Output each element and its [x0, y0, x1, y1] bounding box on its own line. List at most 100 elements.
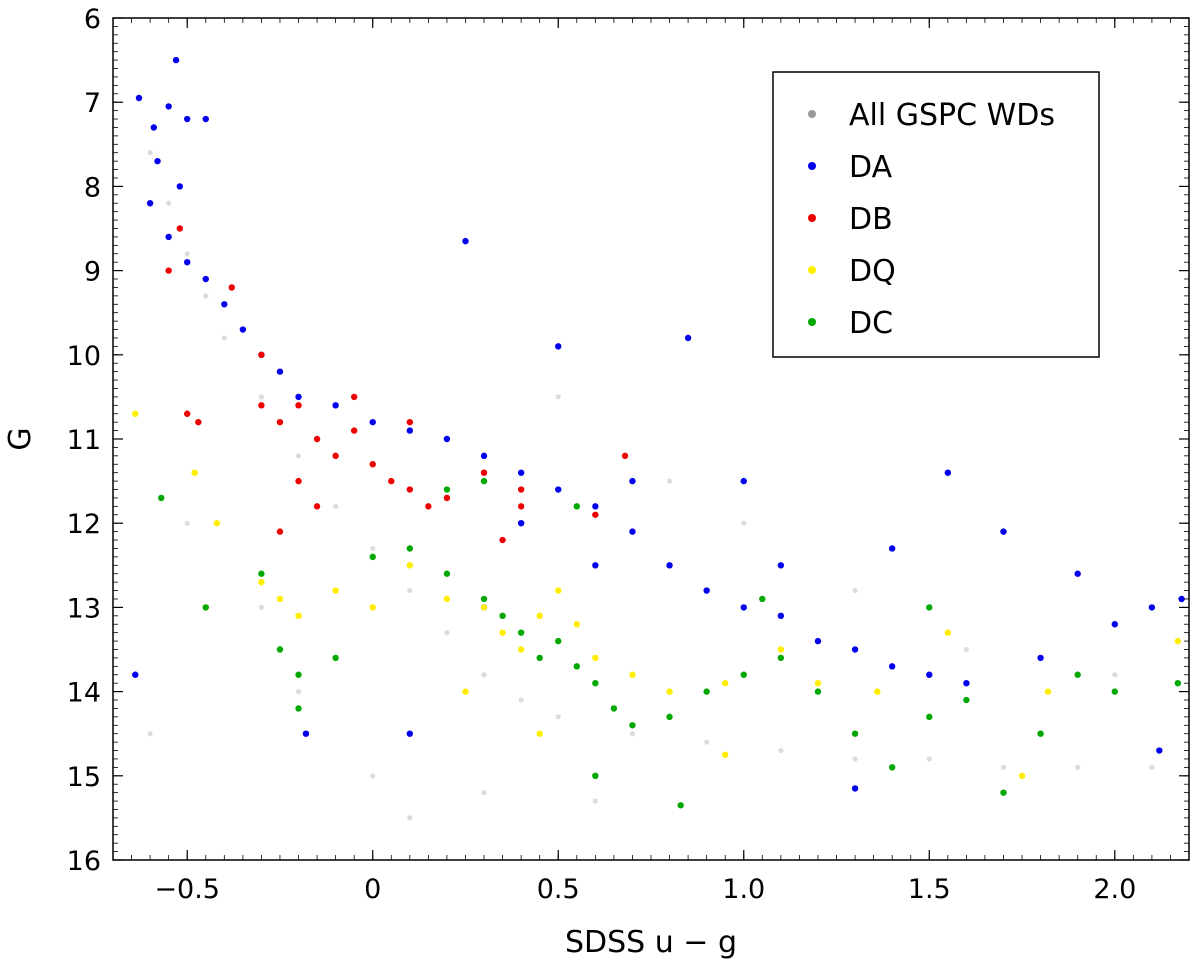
data-point	[555, 587, 562, 594]
data-point	[555, 637, 562, 645]
data-point	[851, 646, 859, 653]
data-point	[239, 326, 247, 333]
data-point	[684, 334, 692, 342]
data-point	[276, 528, 284, 535]
data-point	[406, 418, 414, 426]
legend-label: DA	[849, 150, 893, 185]
data-point	[480, 452, 488, 460]
data-point	[851, 730, 859, 737]
data-point	[276, 418, 284, 426]
data-point	[536, 654, 543, 662]
data-point	[629, 671, 636, 678]
legend-label: DQ	[849, 254, 896, 289]
data-point	[677, 802, 684, 809]
data-point	[703, 688, 710, 695]
data-point	[629, 722, 636, 729]
data-point	[425, 503, 432, 510]
data-point	[592, 798, 598, 804]
data-point	[184, 410, 191, 417]
data-point	[1156, 747, 1163, 754]
data-point	[276, 646, 284, 653]
data-point	[276, 368, 284, 375]
data-point	[573, 663, 580, 670]
series-2	[165, 225, 629, 544]
data-point	[1044, 688, 1052, 695]
data-point	[666, 713, 673, 721]
data-point	[722, 679, 729, 687]
data-point	[629, 477, 636, 485]
data-point	[777, 612, 785, 620]
data-point	[1000, 764, 1007, 770]
data-point	[480, 469, 488, 476]
data-point	[406, 486, 414, 493]
legend-marker	[808, 110, 816, 118]
x-tick-label: 1.5	[908, 874, 951, 905]
y-tick-label: 12	[67, 509, 101, 540]
data-point	[302, 730, 310, 737]
data-point	[165, 103, 172, 110]
data-point	[1111, 688, 1118, 695]
data-point	[184, 115, 191, 123]
x-axis-label: SDSS u − g	[565, 925, 737, 960]
y-tick-label: 14	[67, 678, 101, 709]
legend-label: DB	[849, 202, 893, 237]
data-point	[1174, 679, 1182, 687]
data-point	[221, 301, 228, 308]
data-point	[350, 393, 358, 401]
data-point	[333, 503, 339, 509]
data-point	[740, 477, 747, 485]
data-point	[295, 393, 302, 401]
data-point	[444, 630, 450, 636]
y-axis-label: G	[3, 427, 38, 450]
data-point	[944, 469, 952, 476]
legend-label: All GSPC WDs	[849, 98, 1055, 133]
data-point	[369, 461, 376, 468]
data-point	[926, 671, 933, 678]
data-point	[888, 663, 896, 670]
data-point	[166, 200, 172, 206]
data-point	[1074, 671, 1081, 678]
data-point	[258, 604, 265, 611]
data-point	[295, 477, 302, 485]
data-point	[184, 520, 190, 526]
data-point	[814, 688, 822, 695]
data-point	[443, 486, 451, 493]
data-point	[295, 671, 302, 678]
data-point	[777, 654, 785, 662]
data-point	[517, 520, 525, 527]
data-point	[369, 604, 376, 611]
data-point	[443, 494, 451, 502]
legend-label: DC	[849, 306, 893, 341]
data-point	[147, 150, 153, 156]
legend-marker	[808, 318, 816, 326]
data-point	[313, 435, 321, 443]
data-point	[443, 595, 451, 603]
data-point	[406, 427, 414, 434]
x-tick-label: 2.0	[1093, 874, 1136, 905]
data-point	[184, 258, 191, 266]
data-point	[176, 183, 183, 190]
data-point	[132, 671, 139, 678]
data-point	[258, 402, 265, 409]
data-point	[777, 646, 785, 653]
data-point	[926, 756, 932, 762]
data-point	[1178, 595, 1185, 603]
data-point	[203, 293, 209, 299]
legend: All GSPC WDs DA DB DQ DC	[772, 71, 1100, 358]
data-point	[517, 486, 525, 493]
data-point	[499, 629, 506, 636]
data-point	[555, 343, 562, 350]
data-point	[499, 612, 506, 620]
data-point	[499, 536, 506, 544]
data-point	[332, 452, 339, 460]
data-point	[406, 545, 414, 552]
legend-marker	[808, 266, 816, 274]
data-point	[1000, 528, 1007, 535]
x-tick-label: 1.0	[722, 874, 765, 905]
data-point	[165, 233, 172, 241]
data-point	[1111, 621, 1118, 628]
data-point	[221, 335, 227, 341]
data-point	[621, 452, 629, 460]
data-point	[480, 477, 488, 485]
data-point	[1112, 672, 1118, 678]
